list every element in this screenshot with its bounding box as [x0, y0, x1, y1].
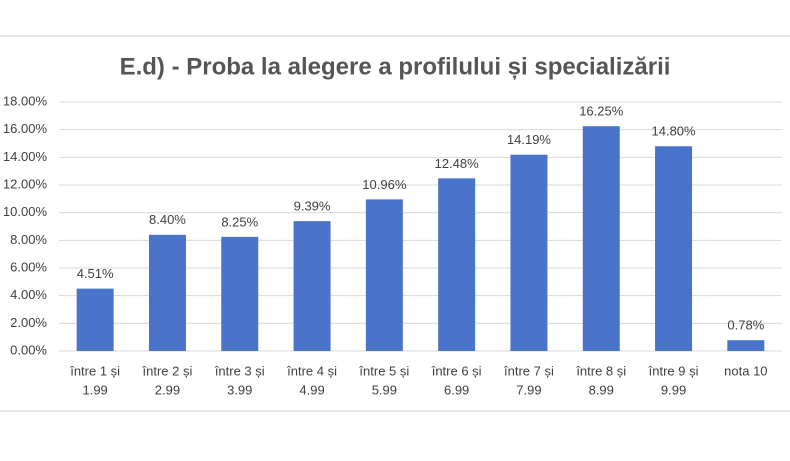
- bar: [148, 234, 186, 351]
- value-label: 14.80%: [652, 124, 697, 139]
- x-tick-label: între 4 și: [286, 363, 337, 378]
- x-tick-label: 9.99: [661, 382, 686, 397]
- x-tick-label: 6.99: [444, 382, 469, 397]
- x-tick-label: 2.99: [155, 382, 180, 397]
- value-label: 9.39%: [294, 199, 331, 214]
- x-tick-label: nota 10: [724, 363, 767, 378]
- y-tick-label: 18.00%: [3, 93, 48, 108]
- x-tick-label: între 6 și: [431, 363, 482, 378]
- x-tick-label: 3.99: [227, 382, 252, 397]
- value-label: 8.25%: [221, 214, 258, 229]
- x-tick-label: între 7 și: [503, 363, 554, 378]
- y-tick-label: 8.00%: [10, 232, 47, 247]
- y-tick-label: 6.00%: [10, 259, 47, 274]
- value-label: 14.19%: [507, 132, 552, 147]
- bar: [510, 154, 548, 351]
- value-label: 0.78%: [727, 318, 764, 333]
- y-tick-label: 10.00%: [3, 204, 48, 219]
- bar: [438, 178, 476, 351]
- y-tick-label: 4.00%: [10, 287, 47, 302]
- x-tick-label: între 5 și: [358, 363, 409, 378]
- x-tick-label: între 8 și: [575, 363, 626, 378]
- value-label: 16.25%: [579, 104, 624, 119]
- y-tick-label: 16.00%: [3, 121, 48, 136]
- x-tick-label: între 9 și: [648, 363, 699, 378]
- bar: [727, 340, 765, 351]
- bar: [293, 221, 331, 351]
- y-tick-label: 12.00%: [3, 176, 48, 191]
- value-label: 10.96%: [362, 177, 407, 192]
- chart-title: E.d) - Proba la alegere a profilului și …: [120, 53, 671, 80]
- y-tick-label: 0.00%: [10, 342, 47, 357]
- y-tick-label: 14.00%: [3, 149, 48, 164]
- bar: [582, 126, 620, 351]
- x-tick-label: între 2 și: [142, 363, 193, 378]
- bar: [76, 288, 114, 351]
- x-tick-label: între 3 și: [214, 363, 265, 378]
- x-tick-label: 7.99: [516, 382, 541, 397]
- x-tick-label: între 1 și: [69, 363, 120, 378]
- bar: [221, 236, 259, 351]
- x-tick-label: 4.99: [299, 382, 324, 397]
- y-tick-label: 2.00%: [10, 315, 47, 330]
- bar: [365, 199, 403, 351]
- bar: [655, 146, 693, 351]
- x-tick-label: 5.99: [372, 382, 397, 397]
- x-tick-label: 1.99: [82, 382, 107, 397]
- value-label: 12.48%: [435, 156, 480, 171]
- value-label: 8.40%: [149, 212, 186, 227]
- x-tick-label: 8.99: [589, 382, 614, 397]
- value-label: 4.51%: [77, 266, 114, 281]
